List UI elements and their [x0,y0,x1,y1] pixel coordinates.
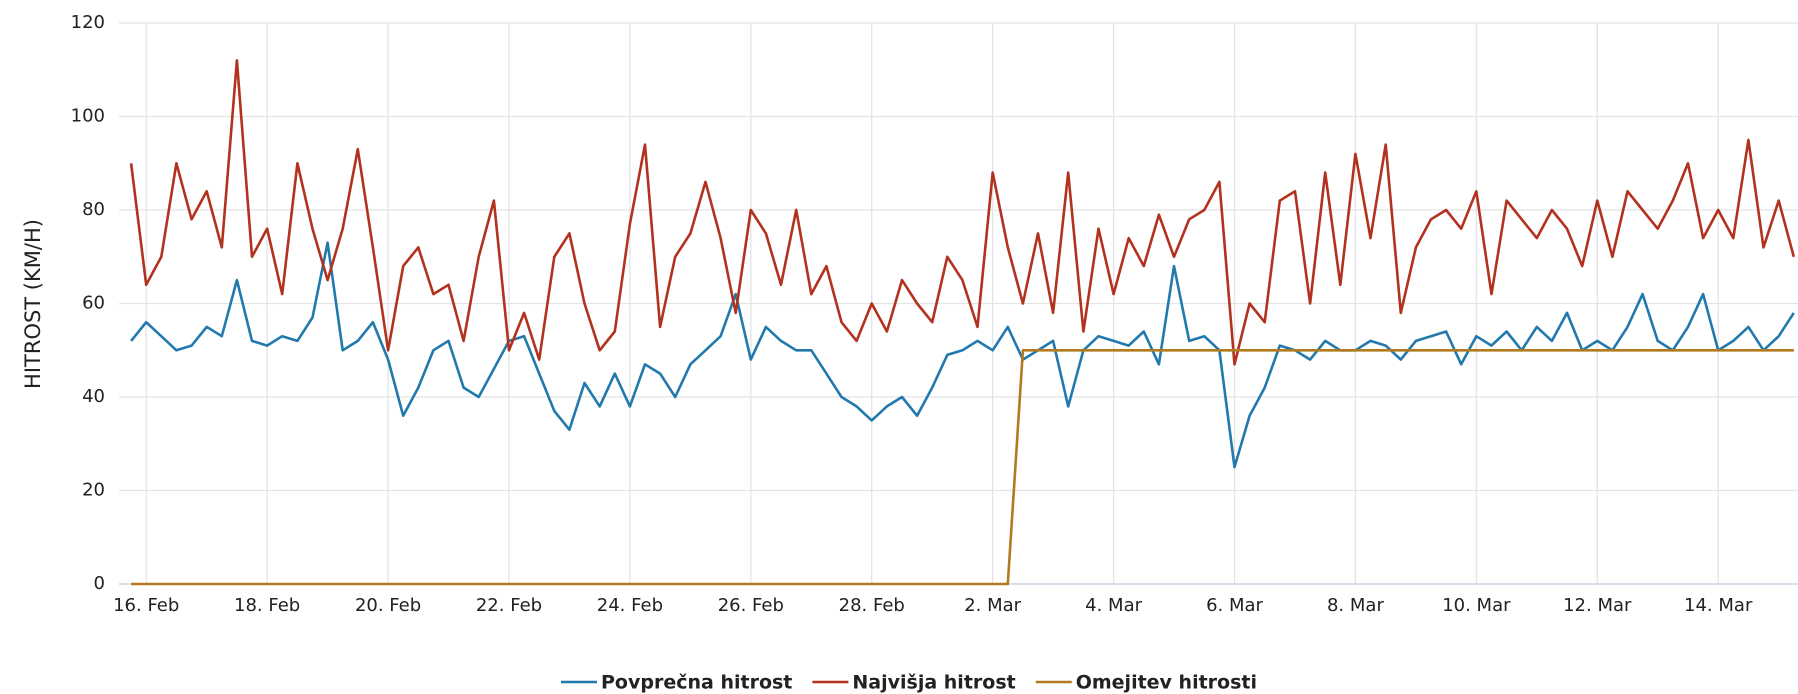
x-tick-label: 4. Mar [1085,595,1142,616]
y-tick-label: 80 [82,199,105,220]
x-tick-label: 16. Feb [113,595,179,616]
y-tick-label: 0 [94,573,105,594]
x-tick-label: 20. Feb [355,595,421,616]
x-tick-label: 18. Feb [234,595,300,616]
legend-item: Omejitev hitrosti [1035,672,1257,694]
series-line [131,349,1794,586]
y-tick-label: 120 [71,12,105,33]
x-tick-label: 6. Mar [1206,595,1263,616]
series-line [130,241,1795,469]
legend-item: Povprečna hitrost [561,672,792,694]
x-tick-label: 12. Mar [1563,595,1632,616]
y-tick-label: 20 [82,480,105,501]
legend-label: Povprečna hitrost [601,672,792,694]
x-tick-label: 10. Mar [1442,595,1511,616]
legend: Povprečna hitrost Najvišja hitrost Omejite… [561,672,1257,694]
series-line [129,59,1796,366]
y-tick-label: 60 [82,293,105,314]
y-axis-title: HITROST (KM/H) [21,219,45,389]
x-tick-label: 22. Feb [476,595,542,616]
legend-item: Najvišja hitrost [812,672,1016,694]
x-tick-label: 28. Feb [839,595,905,616]
y-tick-label: 100 [71,106,105,127]
y-tick-label: 40 [82,386,105,407]
legend-label: Omejitev hitrosti [1076,672,1257,694]
x-tick-label: 26. Feb [718,595,784,616]
x-tick-label: 2. Mar [964,595,1021,616]
x-tick-label: 14. Mar [1684,595,1753,616]
legend-label: Najvišja hitrost [852,672,1015,694]
x-tick-label: 24. Feb [597,595,663,616]
x-tick-label: 8. Mar [1327,595,1384,616]
